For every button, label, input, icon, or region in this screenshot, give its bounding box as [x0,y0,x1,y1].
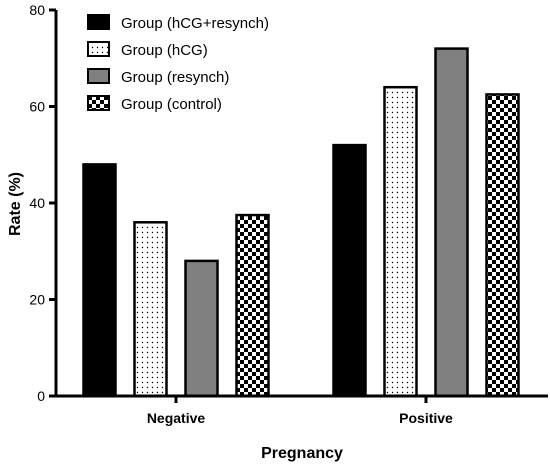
y-tick-label-0: 0 [37,388,45,404]
x-tick-label-negative: Negative [147,410,206,426]
bar-group-hcg-negative [133,221,168,398]
legend-label-group-hcg: Group (hCG) [121,42,208,59]
y-tick-label-20: 20 [29,292,45,308]
legend-label-group-hcg-resynch: Group (hCG+resynch) [121,15,269,32]
axes-layer: 0 20 40 60 80 Negative Positive [29,2,548,426]
legend-swatch-group-control [87,95,110,111]
bar-group-hcg-resynch-negative [82,163,117,398]
bar-group-hcg-resynch-positive [332,143,367,398]
bar-group-resynch-positive [434,47,469,398]
x-tick-label-positive: Positive [399,410,453,426]
legend-swatch-group-resynch [87,68,110,84]
bar-group-resynch-negative [184,259,219,398]
legend-label-group-resynch: Group (resynch) [121,69,229,86]
x-axis-title: Pregnancy [261,445,343,462]
legend: Group (hCG+resynch) Group (hCG) Group (res… [87,14,269,113]
bar-group-control-negative [235,213,270,398]
y-tick-label-60: 60 [29,99,45,115]
bars-layer [82,47,520,398]
bar-group-control-positive [485,93,520,398]
legend-swatch-group-hcg-resynch [87,14,110,30]
y-axis-title: Rate (%) [7,172,24,236]
y-tick-label-80: 80 [29,2,45,18]
bar-group-hcg-positive [383,85,418,398]
legend-swatch-group-hcg [87,41,110,57]
legend-label-group-control: Group (control) [121,96,222,113]
y-tick-label-40: 40 [29,195,45,211]
